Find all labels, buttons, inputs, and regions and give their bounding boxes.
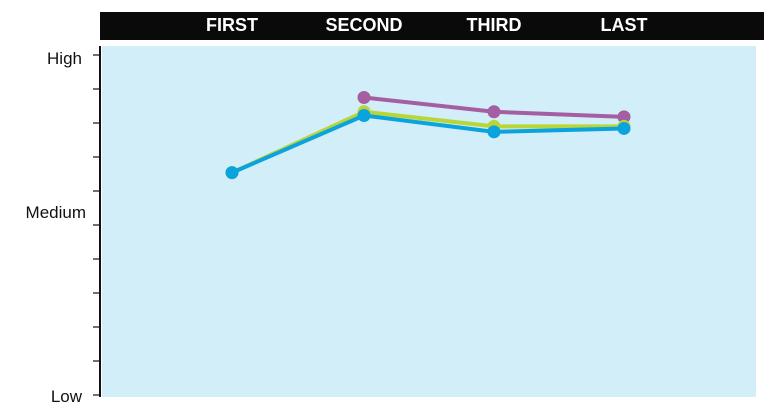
y-tick-labels: High Medium Low xyxy=(26,49,86,403)
category-label-first: FIRST xyxy=(206,15,258,35)
plot-area xyxy=(102,46,756,397)
data-point xyxy=(487,125,501,139)
category-label-second: SECOND xyxy=(325,15,402,35)
y-axis xyxy=(93,46,101,397)
y-label-medium: Medium xyxy=(26,203,86,222)
data-point xyxy=(617,121,631,135)
y-label-low: Low xyxy=(51,387,83,403)
data-point xyxy=(617,110,631,124)
y-label-high: High xyxy=(47,49,82,68)
data-point xyxy=(357,109,371,123)
series-3 xyxy=(225,109,631,180)
series-1 xyxy=(357,91,631,124)
data-point xyxy=(225,166,239,180)
category-label-last: LAST xyxy=(601,15,648,35)
data-point xyxy=(357,91,371,104)
series-line xyxy=(231,113,625,175)
category-label-third: THIRD xyxy=(467,15,522,35)
category-header-bar xyxy=(100,12,764,40)
series-layer xyxy=(225,91,631,180)
data-point xyxy=(487,105,501,119)
category-labels: FIRST SECOND THIRD LAST xyxy=(206,15,648,35)
